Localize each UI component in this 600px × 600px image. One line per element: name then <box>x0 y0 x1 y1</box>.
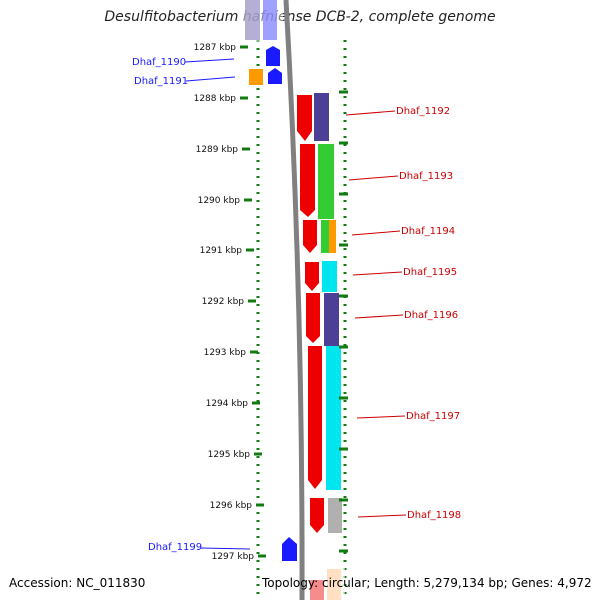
tick-label: 1289 kbp <box>196 145 239 155</box>
gene-label-dhaf-1194[interactable]: Dhaf_1194 <box>401 226 455 237</box>
gene-label-dhaf-1191[interactable]: Dhaf_1191 <box>134 76 188 87</box>
cog-block-dhaf-1196 <box>324 293 339 346</box>
gene-label-dhaf-1190[interactable]: Dhaf_1190 <box>132 57 186 68</box>
gene-label-dhaf-1197[interactable]: Dhaf_1197 <box>406 411 460 422</box>
gene-top-fade <box>238 0 283 42</box>
cog-block-dhaf-1192 <box>314 93 329 141</box>
cog-block-dhaf-1197 <box>326 346 341 490</box>
gene-label-dhaf-1196[interactable]: Dhaf_1196 <box>404 310 458 321</box>
gene-arrow-dhaf-1192[interactable] <box>297 95 312 141</box>
gene-labels: Dhaf_1190 Dhaf_1191 Dhaf_1199 Dhaf_1192 Dhaf… <box>132 57 461 553</box>
gene-leader-line <box>356 415 406 419</box>
topology-text: Topology: circular; Length: 5,279,134 bp… <box>262 576 592 590</box>
tick-marks: 1287 kbp 1288 kbp 1289 kbp 1290 kbp 1291 kbp… <box>194 43 348 562</box>
gene-arrow-dhaf-1199[interactable] <box>282 537 297 561</box>
map-title: Desulfitobacterium hafniense DCB-2, comp… <box>104 9 496 25</box>
gene-label-dhaf-1193[interactable]: Dhaf_1193 <box>399 171 453 182</box>
gene-label-dhaf-1199[interactable]: Dhaf_1199 <box>148 542 202 553</box>
gene-arrow-dhaf-1193[interactable] <box>300 144 315 217</box>
gene-block-top-right <box>263 0 277 40</box>
tick-label: 1295 kbp <box>208 450 251 460</box>
gene-leader-line <box>352 271 403 276</box>
gene-block-top-left <box>245 0 260 40</box>
gene-leader-line <box>345 110 396 116</box>
tick-label: 1290 kbp <box>198 196 241 206</box>
gene-cog-dhaf-1191 <box>249 69 263 85</box>
cog-block-dhaf-1194-green <box>321 220 329 253</box>
genome-backbone <box>283 0 305 600</box>
cog-block-dhaf-1195 <box>322 261 337 292</box>
gene-leader-line <box>185 76 236 82</box>
gene-label-dhaf-1192[interactable]: Dhaf_1192 <box>396 106 450 117</box>
gene-leader-line <box>357 514 407 518</box>
tick-label: 1297 kbp <box>212 552 255 562</box>
gene-leader-line <box>351 230 401 236</box>
gene-leader-line <box>184 58 235 63</box>
cog-block-dhaf-1198 <box>328 498 342 533</box>
gene-arrow-dhaf-1194[interactable] <box>303 220 317 253</box>
gene-leader-line <box>354 314 404 319</box>
tick-label: 1288 kbp <box>194 94 237 104</box>
gene-arrow-dhaf-1197[interactable] <box>308 346 322 489</box>
gene-leader-line <box>348 175 399 181</box>
gene-leader-line <box>200 547 251 550</box>
tick-label: 1293 kbp <box>204 348 247 358</box>
gene-label-dhaf-1198[interactable]: Dhaf_1198 <box>407 510 461 521</box>
tick-label: 1292 kbp <box>202 297 245 307</box>
gene-arrow-dhaf-1196[interactable] <box>306 293 320 343</box>
accession-text: Accession: NC_011830 <box>9 576 146 590</box>
tick-label: 1287 kbp <box>194 43 237 53</box>
cog-block-dhaf-1194-orange <box>329 220 336 253</box>
cog-block-dhaf-1193 <box>318 144 334 219</box>
gene-arrow-dhaf-1191[interactable] <box>268 68 282 84</box>
cog-block-bottom <box>327 569 341 600</box>
tick-label: 1296 kbp <box>210 501 253 511</box>
gene-label-dhaf-1195[interactable]: Dhaf_1195 <box>403 267 457 278</box>
gene-arrow-dhaf-1195[interactable] <box>305 262 319 291</box>
tick-label: 1291 kbp <box>200 246 243 256</box>
tick-label: 1294 kbp <box>206 399 249 409</box>
gene-arrow-dhaf-1198[interactable] <box>310 498 324 533</box>
gene-arrow-dhaf-1190[interactable] <box>266 46 280 66</box>
